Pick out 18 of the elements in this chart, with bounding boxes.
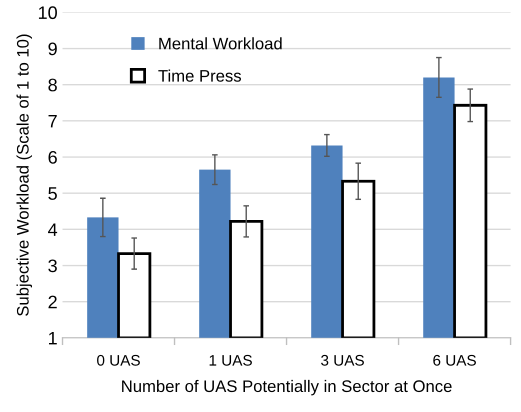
x-tick-label: 3 UAS	[321, 354, 364, 366]
legend-label: Time Press	[158, 70, 241, 82]
y-tick-label: 3	[48, 259, 57, 272]
y-tick-label: 6	[48, 150, 57, 164]
y-tick-label: 9	[48, 42, 57, 56]
x-tick-label: 0 UAS	[97, 354, 140, 366]
y-axis-title: Subjective Workload (Scale of 1 to 10)	[16, 34, 32, 316]
legend-label: Mental Workload	[159, 37, 282, 50]
y-tick-label: 5	[48, 187, 57, 200]
y-tick-label: 8	[48, 78, 57, 92]
y-tick-label: 4	[48, 223, 58, 236]
y-tick-label: 10	[38, 6, 57, 20]
x-tick-label: 6 UAS	[433, 354, 476, 366]
x-tick-label: 1 UAS	[210, 354, 252, 366]
y-tick-label: 1	[48, 332, 57, 344]
y-tick-label: 2	[48, 296, 57, 308]
x-axis-title: Number of UAS Potentially in Sector at Once	[122, 380, 452, 396]
y-tick-label: 7	[48, 114, 57, 128]
